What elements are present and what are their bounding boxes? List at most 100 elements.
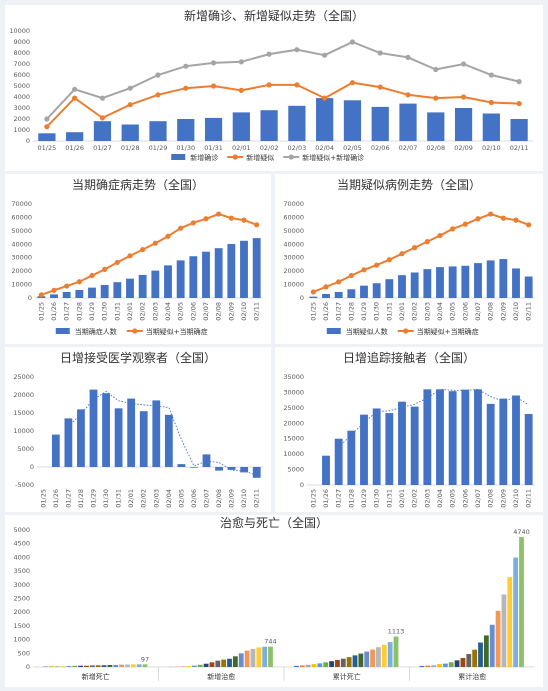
x-tick-label: 02/04: [165, 489, 173, 508]
bar: [84, 665, 89, 667]
bar: [478, 642, 483, 667]
x-tick-label: 02/11: [525, 489, 533, 508]
data-point: [89, 272, 95, 279]
y-tick-label: 3500: [13, 567, 30, 575]
x-tick-label: 02/08: [487, 489, 495, 508]
bar: [227, 658, 232, 667]
bar: [371, 106, 389, 141]
bar: [322, 455, 330, 485]
y-tick-label: 20000: [13, 391, 34, 399]
x-tick-label: 01/28: [77, 489, 85, 508]
y-tick-label: 0: [26, 137, 30, 145]
chart-title: 日增追踪接触者（全国）: [343, 350, 475, 365]
y-tick-label: 30000: [11, 254, 32, 262]
bar: [60, 666, 66, 667]
chart-current-confirmed: 当期确症病走势（全国） 0 10000 20000 30000 40000 50000 600…: [11, 177, 263, 336]
data-point: [377, 50, 383, 56]
data-point: [254, 222, 260, 228]
x-tick-label: 02/06: [461, 302, 469, 321]
x-tick-label: 01/26: [52, 489, 60, 508]
x-tick-label: 02/05: [449, 302, 457, 321]
bar: [425, 665, 431, 667]
data-label: 744: [264, 638, 276, 646]
bar: [95, 665, 101, 667]
bar: [215, 660, 221, 667]
x-tick-label: 01/30: [101, 302, 109, 321]
data-point: [155, 92, 161, 98]
bar: [483, 635, 489, 667]
y-tick-label: 50000: [283, 227, 304, 235]
y-tick-label: 35000: [283, 373, 304, 381]
y-tick-label: 20000: [283, 267, 304, 275]
y-tick-label: 2000: [13, 115, 30, 123]
x-tick-label: 01/31: [385, 302, 393, 321]
bar: [227, 244, 236, 298]
bar: [89, 389, 98, 467]
x-tick-label: 02/09: [227, 302, 235, 321]
bar: [252, 467, 261, 478]
bar: [215, 467, 223, 471]
bar: [232, 656, 238, 667]
data-point: [140, 247, 146, 253]
bar: [376, 647, 381, 667]
data-point: [412, 245, 418, 251]
x-tick-label: 02/01: [232, 144, 251, 152]
y-tick-label: 0: [28, 294, 32, 302]
bar: [121, 124, 139, 141]
bar: [385, 279, 394, 298]
series-line: [46, 81, 520, 128]
legend-marker: [288, 154, 294, 160]
y-tick-label: 10000: [13, 427, 34, 435]
bar: [486, 260, 495, 298]
y-tick-label: 6000: [13, 71, 30, 79]
bar: [398, 275, 406, 298]
bar: [252, 238, 261, 298]
bar: [323, 662, 329, 667]
bar: [221, 659, 227, 667]
data-point: [210, 60, 217, 66]
bar: [244, 650, 250, 667]
data-point: [336, 279, 342, 285]
bar: [495, 610, 501, 667]
data-point: [99, 95, 106, 101]
bar: [107, 664, 113, 667]
bar: [190, 467, 198, 468]
bar: [72, 665, 78, 667]
chart-title: 新增确诊、新增疑似走势（全国）: [184, 8, 364, 23]
data-point: [44, 124, 50, 130]
bar: [204, 117, 223, 141]
x-tick-label: 01/31: [204, 144, 223, 152]
bar: [358, 653, 364, 667]
x-tick-label: 01/26: [322, 489, 330, 508]
group-label: 累计治愈: [458, 672, 486, 681]
y-tick-label: 15000: [13, 409, 34, 417]
chart-panel-cured-deaths: 治愈与死亡（全国） 0 500 1000 1500 2000 2500 3000 3500 400…: [5, 515, 543, 687]
x-tick-label: 02/09: [499, 302, 507, 321]
bar: [113, 282, 122, 298]
bar: [372, 283, 381, 298]
x-tick-label: 02/11: [253, 489, 261, 508]
bar: [347, 289, 356, 298]
bar: [364, 651, 370, 667]
bar: [474, 389, 482, 485]
chart-panel-new-cases: 新增确诊、新增疑似走势（全国） 0 1000 2000 3000 4000 5000 6000…: [5, 5, 543, 171]
bar: [512, 268, 520, 298]
bar: [48, 666, 54, 667]
bar: [501, 594, 507, 667]
data-point: [361, 267, 367, 273]
data-point: [310, 289, 316, 295]
chart-panel-contact-tracing: 日增追踪接触者（全国） 0 5000 10000 15000 20000 25000 3000…: [275, 347, 543, 512]
x-tick-label: 01/25: [309, 489, 317, 508]
legend-marker: [132, 328, 138, 334]
bar: [299, 665, 305, 667]
data-point: [190, 220, 196, 226]
bar: [130, 664, 136, 667]
x-tick-label: 01/30: [176, 144, 195, 152]
bar: [260, 110, 278, 141]
x-tick-label: 02/05: [449, 489, 457, 508]
x-tick-label: 01/29: [149, 144, 168, 152]
bar: [89, 665, 95, 667]
x-tick-label: 01/26: [50, 302, 58, 321]
y-tick-label: 15000: [283, 435, 304, 443]
x-tick-label: 02/11: [253, 302, 261, 321]
